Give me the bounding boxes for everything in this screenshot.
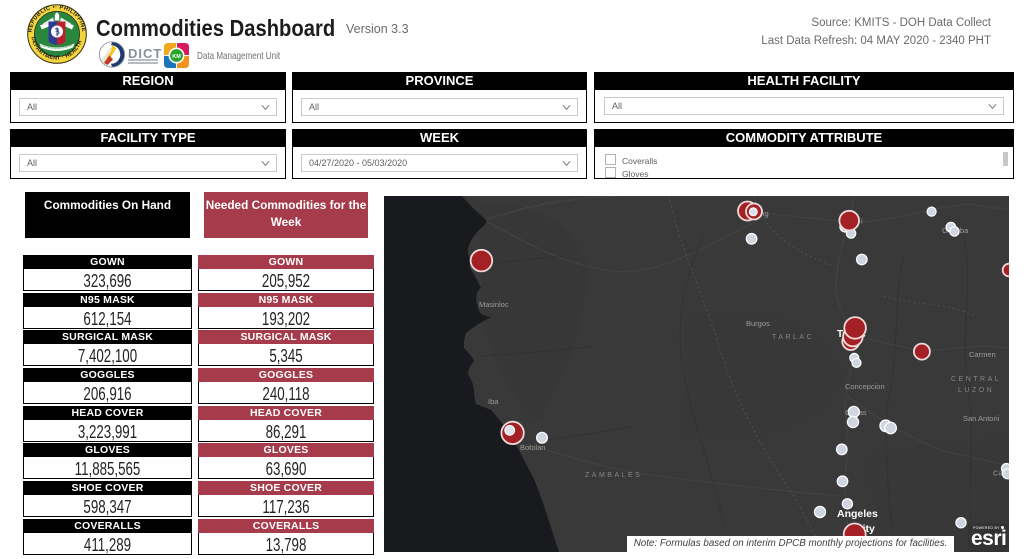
svg-text:Carmen: Carmen [969,350,996,359]
svg-text:KM: KM [172,54,181,60]
svg-text:ZAMBALES: ZAMBALES [585,472,642,479]
svg-text:Concepcion: Concepcion [845,382,885,391]
svg-text:Masinloc: Masinloc [479,300,509,309]
svg-text:Angeles: Angeles [837,508,878,520]
svg-text:San Antoni: San Antoni [963,414,1000,423]
svg-text:Ca: Ca [993,469,1003,478]
svg-text:Burgos: Burgos [746,319,770,328]
svg-text:CENTRAL: CENTRAL [951,376,1001,383]
svg-text:i: i [861,217,863,226]
svg-text:Botolan: Botolan [520,443,545,452]
svg-text:Iba: Iba [488,397,499,406]
svg-text:LUZON: LUZON [958,387,994,394]
svg-text:TARLAC: TARLAC [772,334,814,341]
